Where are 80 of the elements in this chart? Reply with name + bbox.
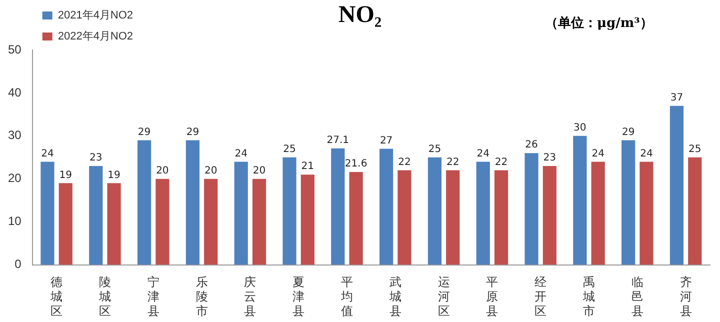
data-label: 23: [543, 152, 556, 164]
data-label: 22: [446, 156, 460, 168]
data-label: 23: [90, 152, 102, 164]
bar: [89, 166, 103, 265]
x-tick-label: 乐陵市: [196, 275, 208, 318]
bar: [300, 174, 314, 265]
bar: [252, 178, 266, 265]
bar: [688, 157, 702, 265]
data-label: 30: [574, 122, 586, 134]
bar: [282, 157, 296, 265]
data-label: 24: [476, 148, 490, 160]
data-label: 25: [428, 144, 442, 155]
data-label: 19: [108, 170, 120, 181]
data-label: 26: [525, 140, 538, 151]
bar: [542, 166, 556, 265]
bar: [379, 148, 394, 265]
bar: [349, 172, 363, 265]
bar: [640, 162, 654, 265]
bar: [58, 183, 72, 265]
data-label: 21: [301, 161, 314, 172]
chart-title: NO₂: [338, 2, 382, 28]
data-label: 29: [186, 126, 200, 138]
bar: [476, 162, 490, 265]
x-tick-label: 平原县: [486, 275, 498, 318]
bar: [494, 170, 508, 265]
bar: [428, 157, 442, 265]
data-label: 29: [138, 126, 151, 138]
bar: [446, 170, 460, 265]
x-tick-label: 经开区: [534, 275, 547, 318]
y-tick-label: 0: [14, 257, 22, 272]
text: （单位：μg/m³）: [545, 15, 653, 32]
bar: [398, 170, 412, 265]
data-label: 22: [494, 156, 508, 168]
data-label: 24: [592, 148, 604, 160]
x-tick-label: 齐河县: [680, 275, 692, 318]
bar: [156, 178, 170, 265]
data-label: 21.6: [344, 158, 368, 170]
x-tick-label: 陵城区: [98, 275, 111, 318]
legend-label: 2021年4月NO2: [58, 10, 134, 22]
bar: [40, 162, 54, 265]
bar: [137, 140, 152, 265]
y-tick-label: 20: [8, 171, 22, 186]
y-tick-label: 40: [8, 85, 22, 100]
x-tick-label: 武城县: [388, 275, 402, 318]
x-tick-label: 宁津县: [147, 275, 160, 318]
bar: [622, 140, 636, 265]
y-tick-label: 50: [8, 42, 22, 56]
data-label: 20: [156, 165, 169, 176]
bar: [670, 106, 684, 265]
x-tick-label: 临邑县: [631, 275, 644, 318]
bar: [186, 140, 200, 265]
data-label: 25: [688, 144, 702, 155]
data-label: 20: [204, 165, 218, 176]
bar: [524, 153, 538, 265]
bar: [573, 136, 587, 265]
data-label: 27.1: [326, 134, 350, 146]
x-tick-label: 庆云县: [244, 275, 256, 318]
data-label: 25: [283, 144, 296, 155]
data-label: 37: [670, 92, 684, 104]
y-tick-label: 30: [8, 128, 22, 142]
bar: [234, 162, 248, 265]
x-tick-label: 平均值: [340, 275, 353, 318]
y-tick-label: 10: [8, 214, 22, 228]
data-label: 24: [234, 148, 248, 160]
data-label: 27: [380, 135, 393, 146]
bar: [204, 178, 218, 265]
data-label: 29: [622, 126, 635, 138]
x-tick-label: 运河区: [438, 275, 450, 318]
x-tick-label: 禹城市: [582, 275, 595, 318]
data-label: 24: [640, 148, 653, 160]
x-tick-label: 夏津县: [292, 275, 305, 318]
bar: [107, 183, 121, 265]
data-label: 22: [398, 156, 411, 168]
x-tick-label: 德城区: [50, 275, 63, 318]
data-label: 24: [41, 148, 54, 160]
bar: [591, 162, 605, 265]
data-label: 19: [59, 170, 72, 181]
legend-label: 2022年4月NO2: [58, 30, 134, 43]
bar: [331, 148, 345, 265]
data-label: 20: [252, 165, 266, 176]
